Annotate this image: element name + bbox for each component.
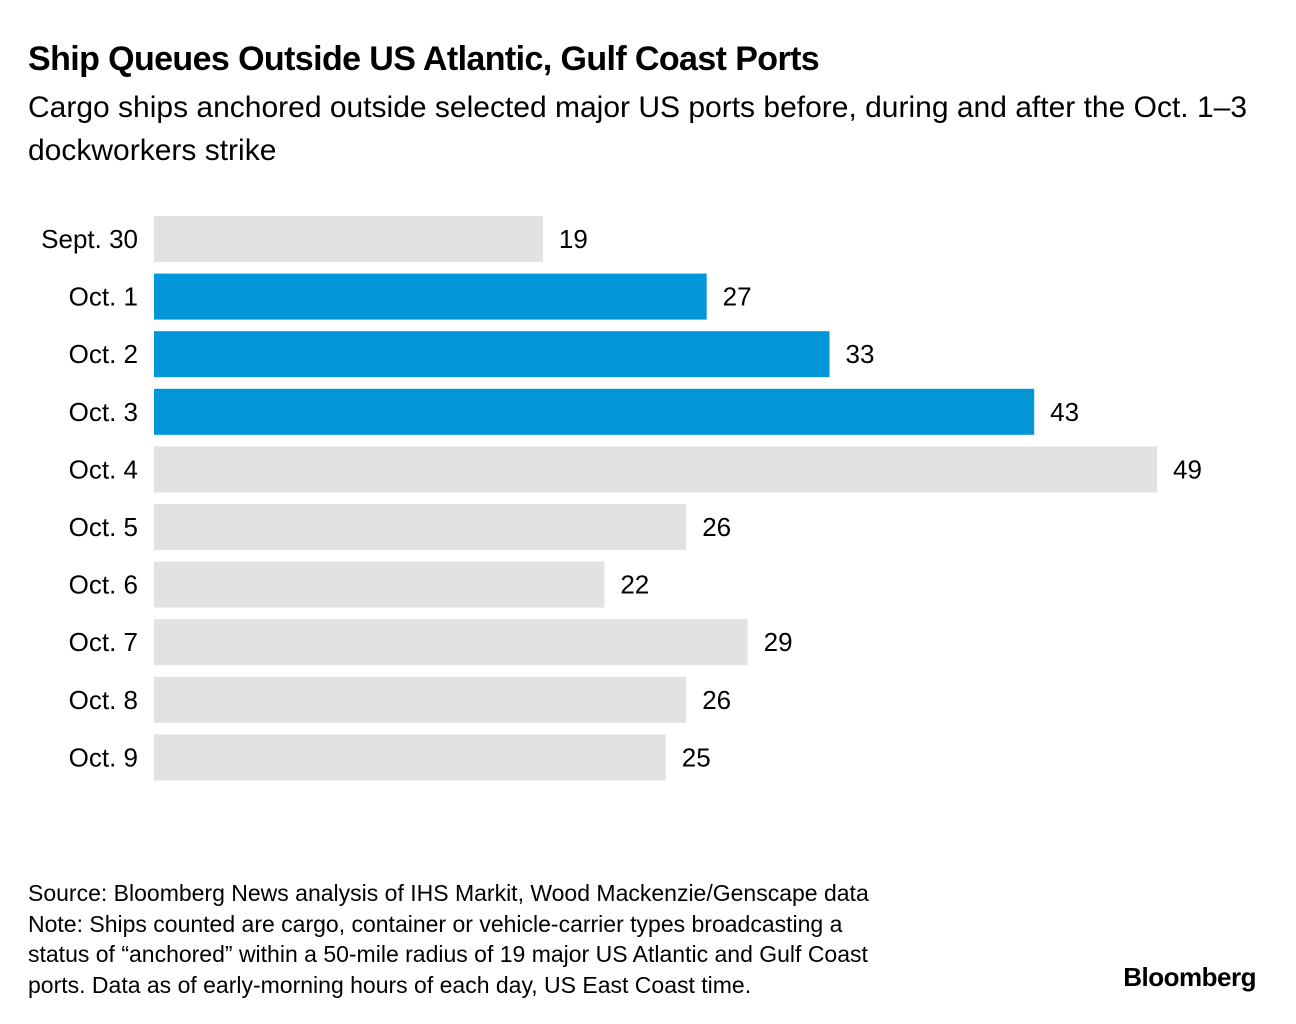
bar-oct-5 xyxy=(154,504,687,550)
bloomberg-logo: Bloomberg xyxy=(1123,962,1256,992)
bar-chart: Sept. 30 19 Oct. 1 27 Oct. 2 33 Oct. 3 43 Oct. 4… xyxy=(41,216,1202,781)
value-label: 43 xyxy=(1050,397,1079,427)
category-label: Oct. 1 xyxy=(69,282,138,312)
category-label: Oct. 6 xyxy=(69,570,138,600)
value-label: 26 xyxy=(702,685,731,715)
bar-oct-3 xyxy=(154,388,1035,435)
value-label: 29 xyxy=(764,627,793,657)
note-line-1: Note: Ships counted are cargo, container… xyxy=(28,910,843,937)
bar-oct-4 xyxy=(154,446,1157,493)
chart-footer: Source: Bloomberg News analysis of IHS M… xyxy=(28,878,1068,1000)
chart-subtitle: Cargo ships anchored outside selected ma… xyxy=(28,91,1248,167)
value-label: 26 xyxy=(702,512,731,542)
bar-oct-1 xyxy=(154,273,707,320)
note-line-2: status of “anchored” within a 50-mile ra… xyxy=(28,941,868,967)
chart-title: Ship Queues Outside US Atlantic, Gulf Co… xyxy=(28,40,820,78)
category-label: Oct. 8 xyxy=(69,685,138,715)
category-label: Oct. 3 xyxy=(69,397,138,427)
value-label: 49 xyxy=(1173,454,1202,484)
bar-oct-7 xyxy=(154,619,748,666)
category-label: Oct. 4 xyxy=(69,454,138,484)
source-note: Source: Bloomberg News analysis of IHS M… xyxy=(28,880,869,906)
value-label: 19 xyxy=(559,224,588,254)
category-label: Oct. 9 xyxy=(69,742,138,772)
category-label: Oct. 7 xyxy=(69,627,138,657)
value-label: 27 xyxy=(723,282,752,312)
value-label: 33 xyxy=(845,339,874,369)
note-line-3: ports. Data as of early-morning hours of… xyxy=(28,971,752,998)
bar-oct-2 xyxy=(154,331,830,378)
bar-oct-9 xyxy=(154,734,666,781)
category-label: Oct. 2 xyxy=(69,339,138,369)
bar-oct-8 xyxy=(154,676,687,723)
value-label: 22 xyxy=(620,570,649,600)
category-label: Sept. 30 xyxy=(41,224,138,254)
category-label: Oct. 5 xyxy=(69,512,138,542)
bar-sept-30 xyxy=(154,216,543,262)
bar-oct-6 xyxy=(154,561,605,608)
value-label: 25 xyxy=(682,742,711,772)
